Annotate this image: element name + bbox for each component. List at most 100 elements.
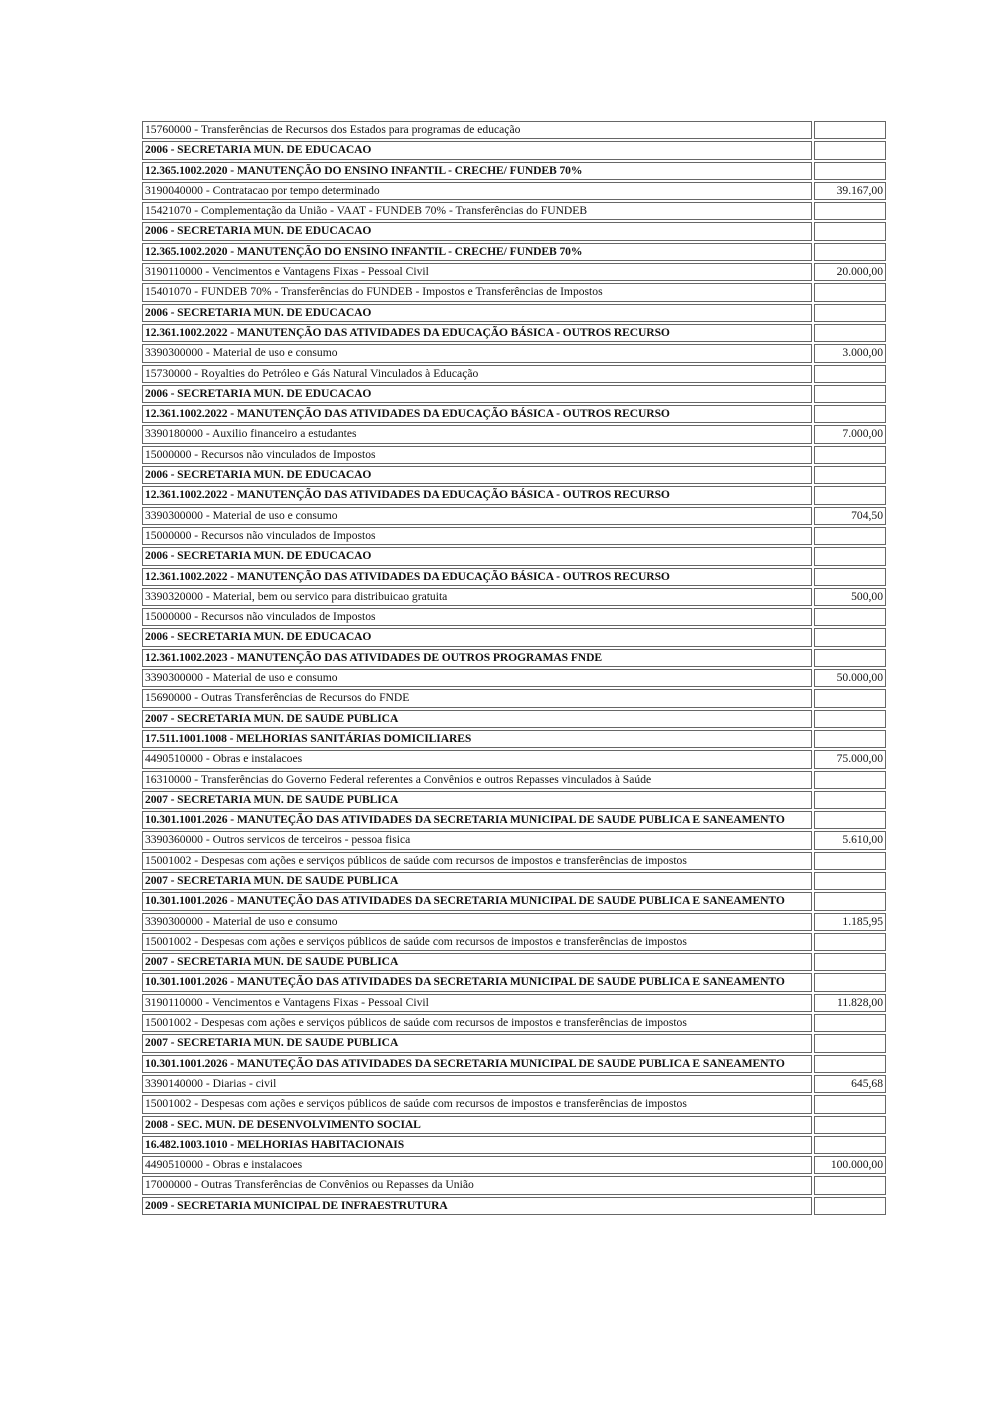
row-description: 2006 - SECRETARIA MUN. DE EDUCACAO	[142, 303, 812, 322]
row-description: 2009 - SECRETARIA MUNICIPAL DE INFRAESTR…	[142, 1196, 812, 1216]
heading-row: 10.301.1001.2026 - MANUTEÇÃO DAS ATIVIDA…	[142, 973, 886, 992]
row-description: 15001002 - Despesas com ações e serviços…	[142, 1095, 812, 1114]
heading-row: 10.301.1001.2026 - MANUTEÇÃO DAS ATIVIDA…	[142, 811, 886, 830]
heading-row: 2006 - SECRETARIA MUN. DE EDUCACAO	[142, 384, 886, 404]
row-description: 12.361.1002.2022 - MANUTENÇÃO DAS ATIVID…	[142, 567, 812, 586]
row-value	[814, 121, 886, 140]
row-value	[814, 1014, 886, 1033]
row-description: 4490510000 - Obras e instalacoes	[142, 1156, 812, 1175]
row-value	[814, 1115, 886, 1134]
heading-row: 2007 - SECRETARIA MUN. DE SAUDE PUBLICA	[142, 1034, 886, 1053]
heading-row: 2006 - SECRETARIA MUN. DE EDUCACAO	[142, 547, 886, 566]
row-description: 12.361.1002.2022 - MANUTENÇÃO DAS ATIVID…	[142, 323, 812, 343]
row-value	[814, 283, 886, 302]
heading-row: 2006 - SECRETARIA MUN. DE EDUCACAO	[142, 222, 886, 241]
row-description: 17000000 - Outras Transferências de Conv…	[142, 1176, 812, 1195]
row-description: 12.361.1002.2023 - MANUTENÇÃO DAS ATIVID…	[142, 648, 812, 668]
row-value: 100.000,00	[814, 1156, 886, 1175]
heading-row: 16.482.1003.1010 - MELHORIAS HABITACIONA…	[142, 1135, 886, 1155]
row-value	[814, 892, 886, 911]
row-description: 15690000 - Outras Transferências de Recu…	[142, 689, 812, 708]
row-description: 15001002 - Despesas com ações e serviços…	[142, 932, 812, 952]
row-value	[814, 709, 886, 728]
heading-row: 2007 - SECRETARIA MUN. DE SAUDE PUBLICA	[142, 953, 886, 972]
table-row: 15001002 - Despesas com ações e serviços…	[142, 1095, 886, 1114]
row-value	[814, 405, 886, 424]
heading-row: 2009 - SECRETARIA MUNICIPAL DE INFRAESTR…	[142, 1196, 886, 1216]
row-description: 3390300000 - Material de uso e consumo	[142, 506, 812, 525]
heading-row: 2007 - SECRETARIA MUN. DE SAUDE PUBLICA	[142, 790, 886, 810]
table-row: 15421070 - Complementação da União - VAA…	[142, 202, 886, 221]
row-description: 15001002 - Despesas com ações e serviços…	[142, 851, 812, 870]
heading-row: 2006 - SECRETARIA MUN. DE EDUCACAO	[142, 141, 886, 160]
row-description: 2007 - SECRETARIA MUN. DE SAUDE PUBLICA	[142, 871, 812, 891]
heading-row: 12.361.1002.2022 - MANUTENÇÃO DAS ATIVID…	[142, 323, 886, 343]
row-value	[814, 811, 886, 830]
row-value	[814, 526, 886, 546]
row-value: 20.000,00	[814, 263, 886, 282]
table-row: 3390180000 - Auxilio financeiro a estuda…	[142, 425, 886, 444]
table-row: 15001002 - Despesas com ações e serviços…	[142, 1014, 886, 1033]
row-description: 10.301.1001.2026 - MANUTEÇÃO DAS ATIVIDA…	[142, 973, 812, 992]
heading-row: 12.361.1002.2023 - MANUTENÇÃO DAS ATIVID…	[142, 648, 886, 668]
row-description: 12.361.1002.2022 - MANUTENÇÃO DAS ATIVID…	[142, 405, 812, 424]
table-row: 15690000 - Outras Transferências de Recu…	[142, 689, 886, 708]
row-value	[814, 303, 886, 322]
row-value	[814, 242, 886, 262]
row-description: 10.301.1001.2026 - MANUTEÇÃO DAS ATIVIDA…	[142, 892, 812, 911]
row-value: 50.000,00	[814, 669, 886, 688]
row-description: 15760000 - Transferências de Recursos do…	[142, 121, 812, 140]
heading-row: 2007 - SECRETARIA MUN. DE SAUDE PUBLICA	[142, 871, 886, 891]
row-value	[814, 953, 886, 972]
table-row: 17000000 - Outras Transferências de Conv…	[142, 1176, 886, 1195]
row-value	[814, 364, 886, 383]
row-value	[814, 547, 886, 566]
row-value	[814, 486, 886, 505]
row-description: 3390140000 - Diarias - civil	[142, 1074, 812, 1094]
row-value	[814, 648, 886, 668]
row-description: 2006 - SECRETARIA MUN. DE EDUCACAO	[142, 547, 812, 566]
row-value	[814, 161, 886, 180]
row-value	[814, 770, 886, 789]
row-value: 75.000,00	[814, 750, 886, 769]
row-value	[814, 445, 886, 465]
row-value	[814, 973, 886, 992]
row-value	[814, 932, 886, 952]
row-value: 5.610,00	[814, 831, 886, 850]
row-description: 2007 - SECRETARIA MUN. DE SAUDE PUBLICA	[142, 790, 812, 810]
table-row: 4490510000 - Obras e instalacoes 75.000,0…	[142, 750, 886, 769]
row-description: 15730000 - Royalties do Petróleo e Gás N…	[142, 364, 812, 383]
row-description: 2006 - SECRETARIA MUN. DE EDUCACAO	[142, 384, 812, 404]
table-row: 3190040000 - Contratacao por tempo deter…	[142, 181, 886, 201]
table-row: 15001002 - Despesas com ações e serviços…	[142, 851, 886, 870]
row-description: 10.301.1001.2026 - MANUTEÇÃO DAS ATIVIDA…	[142, 1054, 812, 1073]
row-description: 3190110000 - Vencimentos e Vantagens Fix…	[142, 993, 812, 1013]
row-value: 500,00	[814, 587, 886, 607]
budget-table: 15760000 - Transferências de Recursos do…	[140, 119, 888, 1217]
row-value	[814, 1034, 886, 1053]
row-value	[814, 1135, 886, 1155]
row-description: 3190110000 - Vencimentos e Vantagens Fix…	[142, 263, 812, 282]
row-description: 3390360000 - Outros servicos de terceiro…	[142, 831, 812, 850]
row-value: 1.185,95	[814, 912, 886, 931]
table-row: 3390300000 - Material de uso e consumo 50…	[142, 669, 886, 688]
table-row: 3390360000 - Outros servicos de terceiro…	[142, 831, 886, 850]
heading-row: 2006 - SECRETARIA MUN. DE EDUCACAO	[142, 628, 886, 647]
table-row: 4490510000 - Obras e instalacoes 100.000,…	[142, 1156, 886, 1175]
row-value	[814, 851, 886, 870]
row-description: 2006 - SECRETARIA MUN. DE EDUCACAO	[142, 466, 812, 485]
row-description: 15421070 - Complementação da União - VAA…	[142, 202, 812, 221]
row-value	[814, 790, 886, 810]
heading-row: 12.361.1002.2022 - MANUTENÇÃO DAS ATIVID…	[142, 486, 886, 505]
table-row: 3190110000 - Vencimentos e Vantagens Fix…	[142, 263, 886, 282]
heading-row: 2008 - SEC. MUN. DE DESENVOLVIMENTO SOCI…	[142, 1115, 886, 1134]
row-description: 2006 - SECRETARIA MUN. DE EDUCACAO	[142, 141, 812, 160]
row-value	[814, 1196, 886, 1216]
table-row: 15760000 - Transferências de Recursos do…	[142, 121, 886, 140]
row-description: 3190040000 - Contratacao por tempo deter…	[142, 181, 812, 201]
row-description: 15000000 - Recursos não vinculados de Im…	[142, 445, 812, 465]
row-value	[814, 202, 886, 221]
row-value	[814, 1176, 886, 1195]
row-description: 15000000 - Recursos não vinculados de Im…	[142, 526, 812, 546]
table-row: 15730000 - Royalties do Petróleo e Gás N…	[142, 364, 886, 383]
